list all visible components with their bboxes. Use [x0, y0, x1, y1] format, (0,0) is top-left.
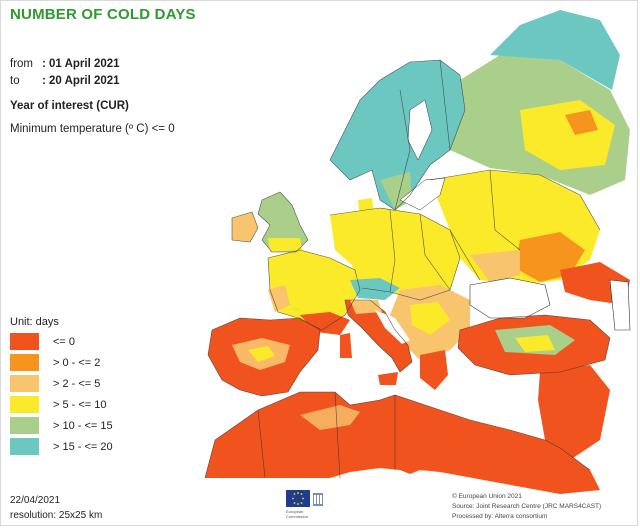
ukraine-tan [470, 250, 520, 282]
year-of-interest: Year of interest (CUR) [10, 100, 129, 112]
france-south [300, 312, 350, 335]
legend-label: <= 0 [53, 335, 76, 348]
sicily [378, 372, 398, 385]
russia-far-north [490, 10, 620, 90]
caspian [609, 279, 631, 331]
legend-item: > 10 - <= 15 [10, 415, 113, 436]
black-sea [469, 277, 551, 319]
period-to-row: to : 20 April 2021 [10, 73, 120, 90]
ireland-region [232, 212, 258, 242]
from-label: from [10, 58, 33, 70]
adriatic [375, 310, 410, 344]
legend-swatch [10, 417, 39, 434]
legend-swatch [10, 354, 39, 371]
legend-label: > 10 - <= 15 [53, 419, 113, 432]
russia-orange-spot [565, 110, 598, 135]
resolution-text: resolution: 25x25 km [10, 510, 103, 521]
baltic-sea [399, 177, 446, 211]
iberia-center [248, 346, 275, 362]
legend-item: > 2 - <= 5 [10, 373, 113, 394]
uk-region [258, 192, 308, 252]
credits-block: © European Union 2021 Source: Joint Rese… [452, 492, 601, 522]
temperature-criterion: Minimum temperature (º C) <= 0 [10, 123, 175, 135]
gulf-bothnia [407, 99, 433, 161]
greece-region [420, 350, 448, 390]
balkans-inner [410, 302, 450, 335]
africa-patch [300, 405, 360, 430]
legend-label: > 0 - <= 2 [53, 356, 101, 369]
to-label: to [10, 75, 20, 87]
sardinia [340, 333, 352, 358]
legend-swatch [10, 438, 39, 455]
legend-label: > 2 - <= 5 [53, 377, 101, 390]
legend-item: <= 0 [10, 331, 113, 352]
map-legend: Unit: days <= 0 > 0 - <= 2 > 2 - <= 5 > … [10, 316, 113, 457]
eu-flag-icon [286, 490, 310, 507]
period-from-row: from : 01 April 2021 [10, 56, 120, 73]
denmark [358, 198, 374, 216]
italy-region [345, 300, 412, 372]
legend-swatch [10, 375, 39, 392]
source-text: Source: Joint Research Centre (JRC MARS4… [452, 503, 602, 510]
legend-item: > 0 - <= 2 [10, 352, 113, 373]
scandinavia-region [330, 60, 465, 210]
issue-date: 22/04/2021 [10, 495, 61, 506]
legend-unit: Unit: days [10, 316, 59, 328]
middle-east-region [538, 365, 610, 460]
copyright-text: © European Union 2021 [452, 493, 522, 500]
legend-item: > 5 - <= 10 [10, 394, 113, 415]
ec-building-icon [313, 493, 323, 506]
uk-south [268, 238, 302, 252]
map-title: NUMBER OF COLD DAYS [10, 6, 196, 23]
period-block: from : 01 April 2021 to : 20 April 2021 [10, 56, 120, 90]
european-commission-logo: European Commission [286, 490, 324, 522]
legend-label: > 5 - <= 10 [53, 398, 107, 411]
to-value: : 20 April 2021 [42, 75, 120, 87]
ec-logo-text: European Commission [286, 509, 309, 519]
france-west [268, 285, 290, 312]
france-region [268, 250, 360, 330]
legend-label: > 15 - <= 20 [53, 440, 113, 453]
legend-item: > 15 - <= 20 [10, 436, 113, 457]
legend-swatch [10, 333, 39, 350]
from-value: : 01 April 2021 [42, 58, 120, 70]
alps-region [350, 278, 400, 300]
processed-by-text: Processed by: Alterra consortium [452, 513, 548, 520]
country-borders [204, 59, 611, 479]
turkey-interior-yellow [515, 335, 555, 352]
legend-swatch [10, 396, 39, 413]
central-europe-region [330, 208, 460, 300]
